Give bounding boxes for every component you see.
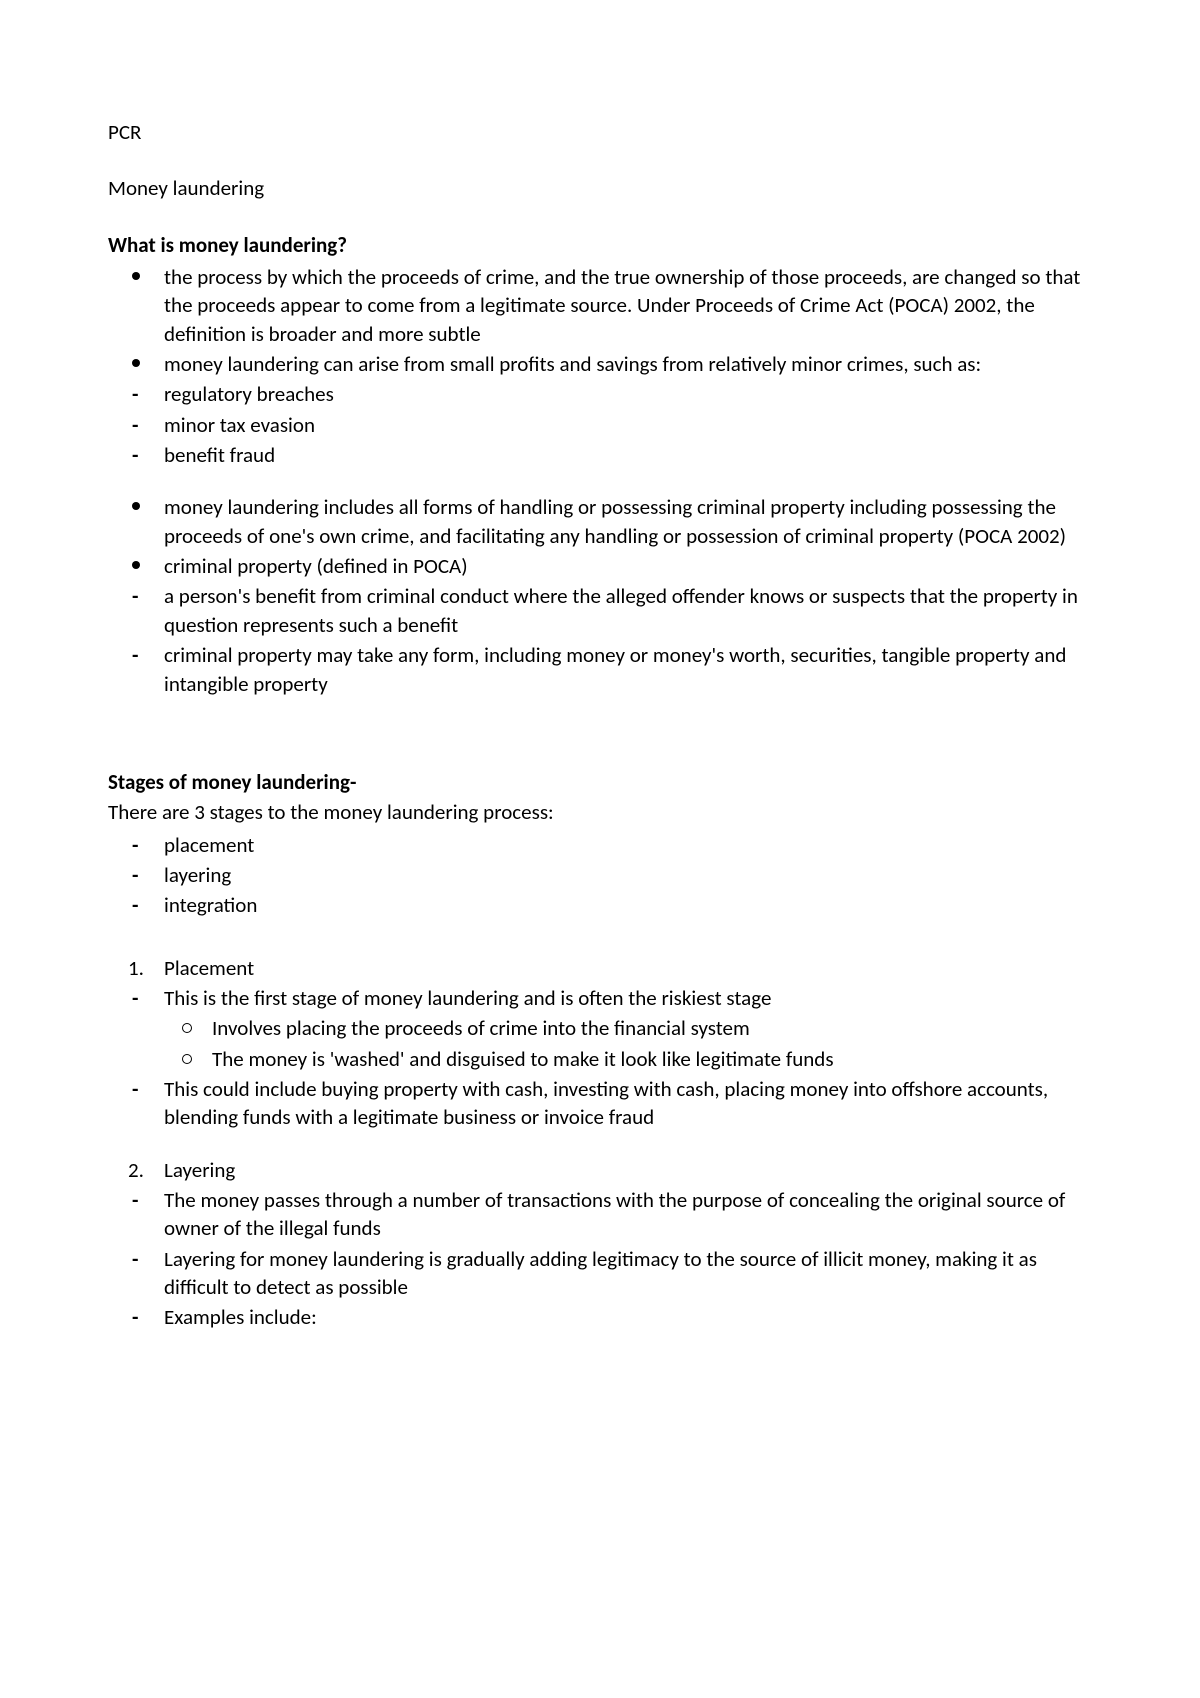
- sub-list: Involves placing the proceeds of crime i…: [164, 1014, 1092, 1073]
- sub-list-item: The money is 'washed' and disguised to m…: [212, 1045, 1092, 1073]
- list-item: Layering: [164, 1156, 1092, 1184]
- list-item: money laundering includes all forms of h…: [164, 493, 1092, 550]
- stages-list: placementlayeringintegration: [108, 831, 1092, 920]
- list-item: criminal property may take any form, inc…: [164, 641, 1092, 698]
- list-item: placement: [164, 831, 1092, 859]
- list-item: This is the first stage of money launder…: [164, 984, 1092, 1012]
- list-item: layering: [164, 861, 1092, 889]
- list-item-sub-wrapper: Involves placing the proceeds of crime i…: [164, 1014, 1092, 1073]
- section-1-list: the process by which the proceeds of cri…: [108, 263, 1092, 698]
- section-2-heading: Stages of money laundering-: [108, 768, 1092, 796]
- list-item: Layering for money laundering is gradual…: [164, 1245, 1092, 1302]
- list-item: [164, 1134, 1092, 1154]
- list-item: integration: [164, 891, 1092, 919]
- list-item: regulatory breaches: [164, 380, 1092, 408]
- list-item: Placement: [164, 954, 1092, 982]
- sub-list-item: Involves placing the proceeds of crime i…: [212, 1014, 1092, 1042]
- list-item: The money passes through a number of tra…: [164, 1186, 1092, 1243]
- list-item: minor tax evasion: [164, 411, 1092, 439]
- list-item: the process by which the proceeds of cri…: [164, 263, 1092, 348]
- detail-list: PlacementThis is the first stage of mone…: [108, 954, 1092, 1332]
- list-item: benefit fraud: [164, 441, 1092, 469]
- list-item: money laundering can arise from small pr…: [164, 350, 1092, 378]
- document-header: PCR: [108, 118, 1092, 146]
- list-item: This could include buying property with …: [164, 1075, 1092, 1132]
- list-item: criminal property (defined in POCA): [164, 552, 1092, 580]
- list-item: a person's benefit from criminal conduct…: [164, 582, 1092, 639]
- section-2-intro: There are 3 stages to the money launderi…: [108, 798, 1092, 826]
- section-1-heading: What is money laundering?: [108, 231, 1092, 259]
- document-subtitle: Money laundering: [108, 174, 1092, 202]
- list-item: Examples include:: [164, 1303, 1092, 1331]
- list-item: [164, 471, 1092, 491]
